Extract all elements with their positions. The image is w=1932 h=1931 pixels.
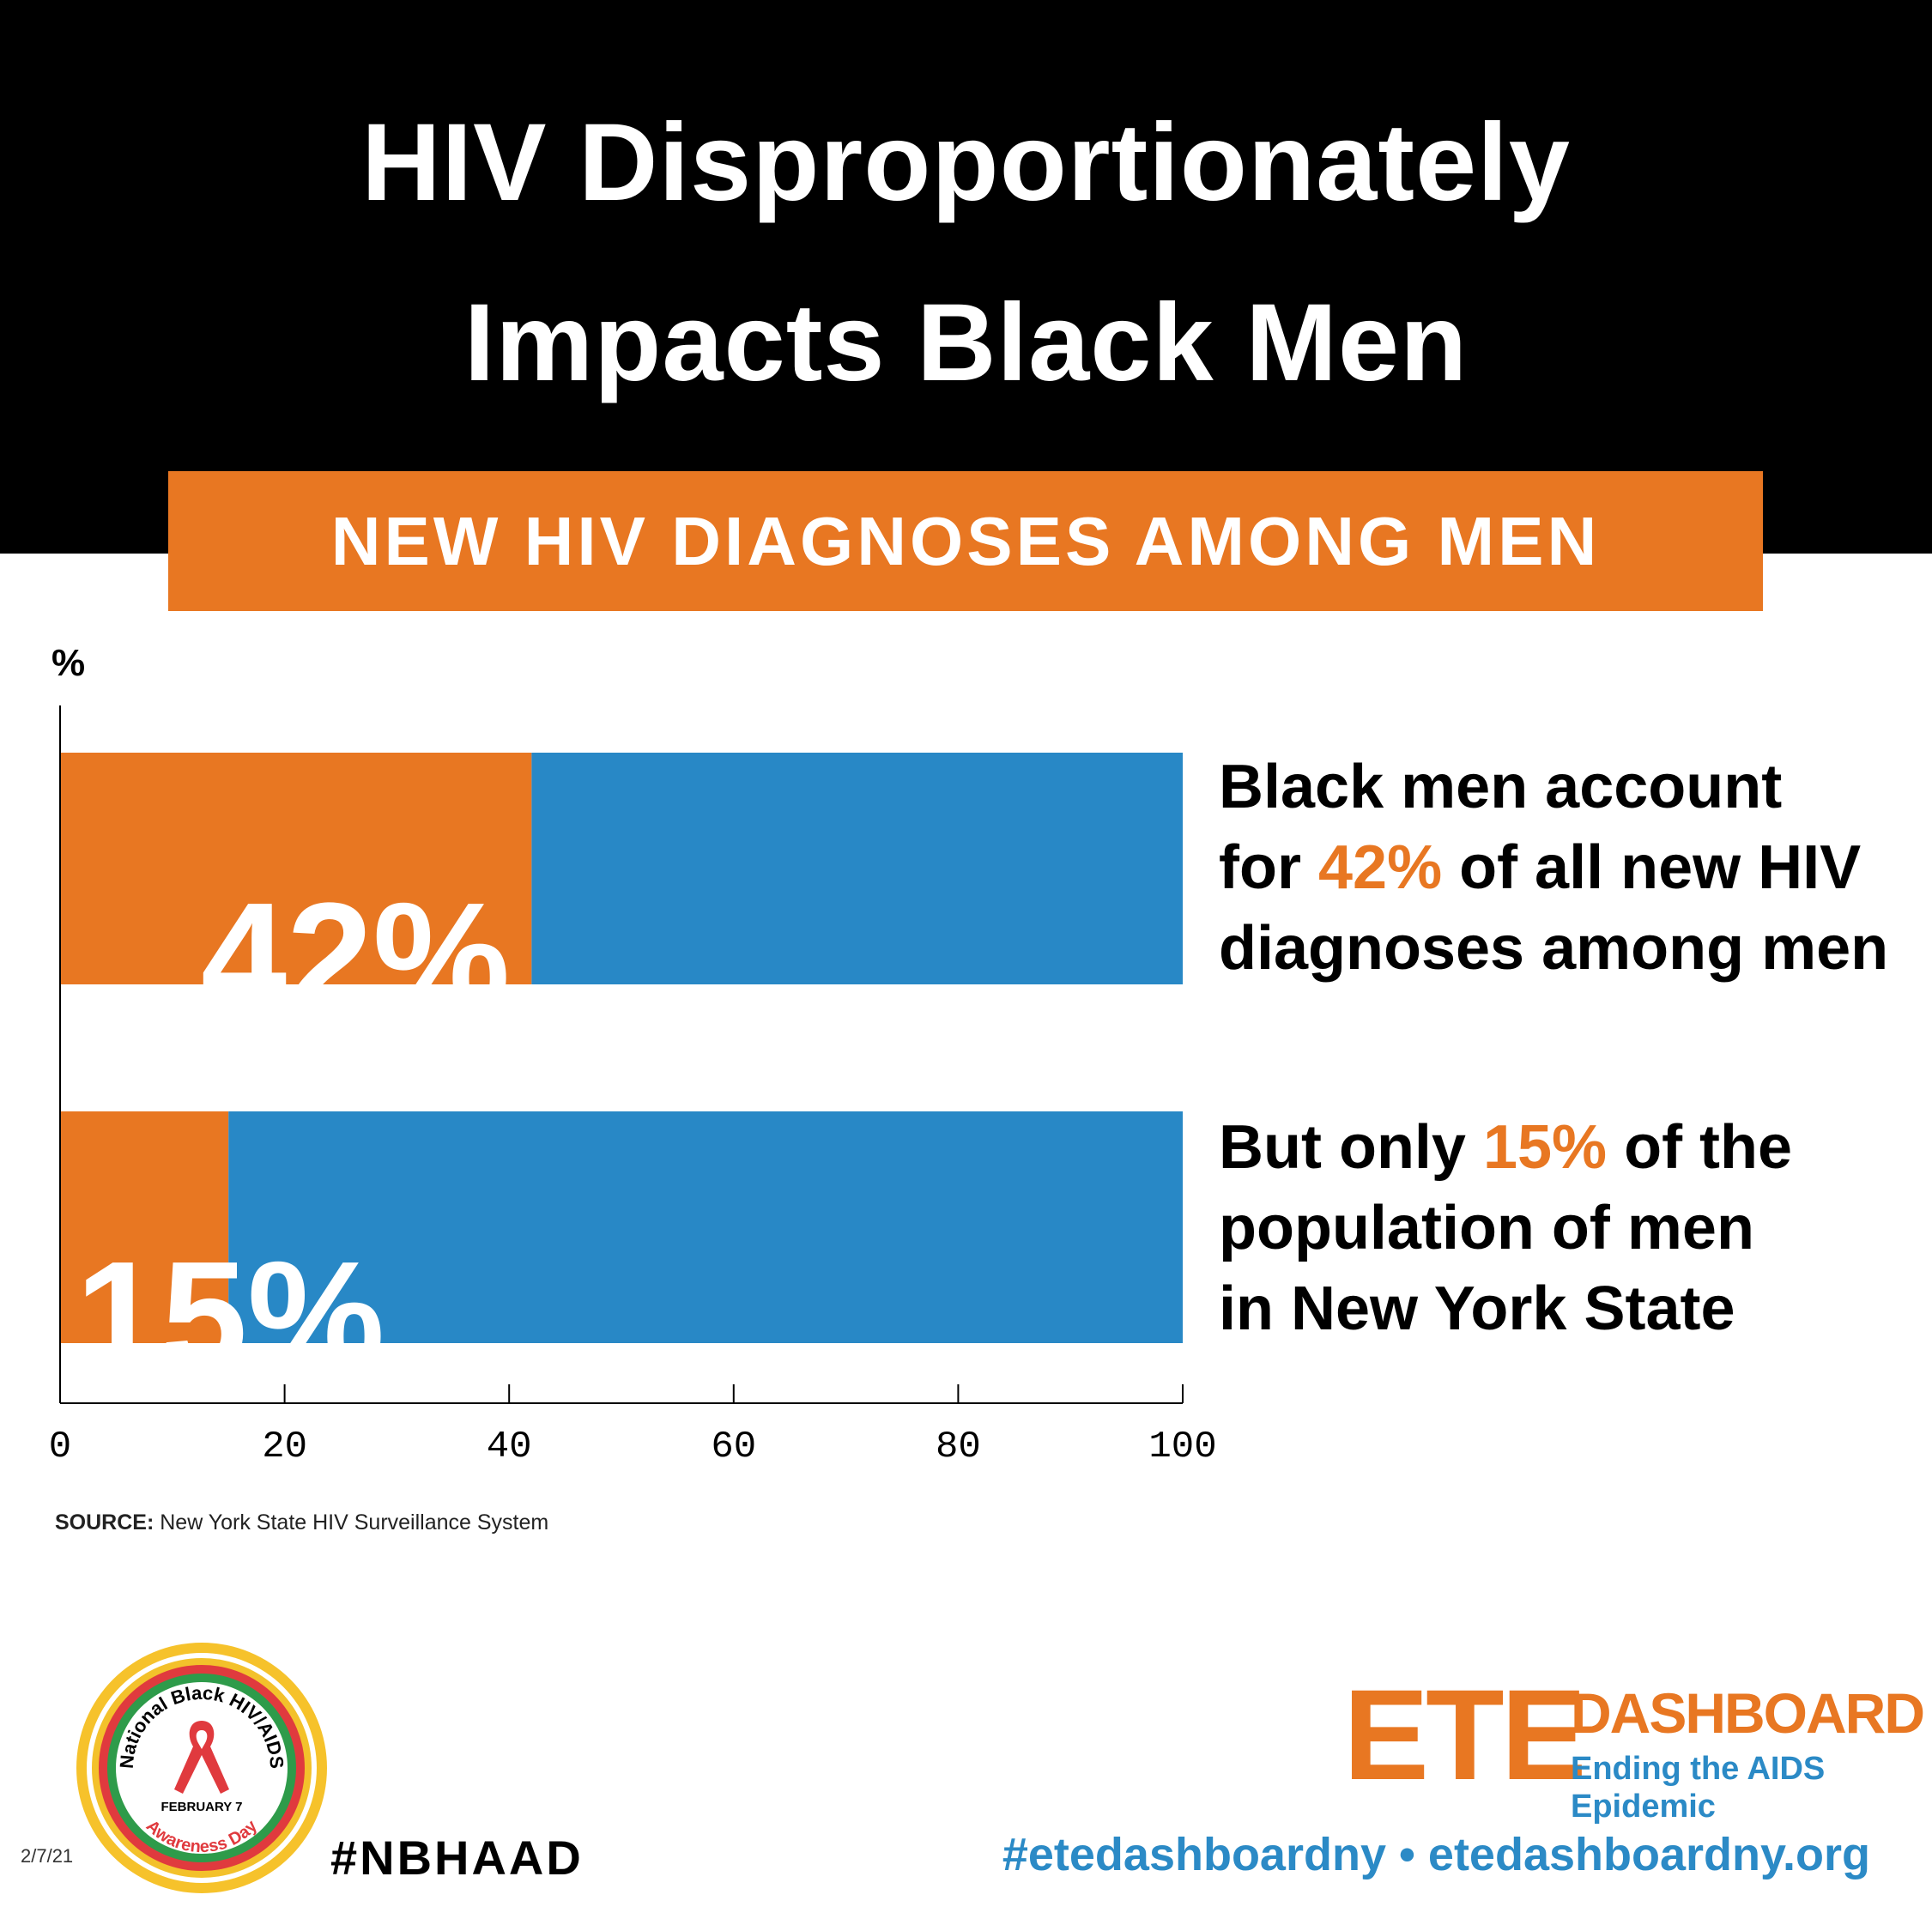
annotation-2-highlight: 15% bbox=[1482, 1113, 1608, 1182]
bar-2-data-label: 15% bbox=[76, 1230, 385, 1402]
annotation-2: But only 15% of the population of men in… bbox=[1219, 1107, 1923, 1349]
bar-chart: 42% 15%0 20 40 60 80 100 bbox=[49, 705, 1217, 1468]
x-tick-label-100: 100 bbox=[1148, 1426, 1216, 1468]
footer-hashtag-link[interactable]: #etedashboardny bbox=[1002, 1829, 1386, 1880]
logo-letters: ETE bbox=[1343, 1662, 1587, 1807]
date-stamp: 2/7/21 bbox=[21, 1845, 74, 1867]
x-tick-label-80: 80 bbox=[936, 1426, 981, 1468]
bar-2-segment-1 bbox=[60, 1111, 229, 1343]
awareness-ribbon-icon bbox=[174, 1721, 229, 1794]
nbhaad-badge: National Black HIV/AIDS FEBRUARY 7 Aware… bbox=[76, 1643, 327, 1893]
bar-1-segment-2 bbox=[531, 753, 1183, 984]
annotation-2-post: of the population of men in New York Sta… bbox=[1219, 1113, 1793, 1343]
source-note: SOURCE: New York State HIV Surveillance … bbox=[55, 1510, 548, 1535]
annotation-1-post: of all new HIV diagnoses among men bbox=[1219, 833, 1889, 983]
x-tick-label-40: 40 bbox=[487, 1426, 532, 1468]
bar-1-data-label: 42% bbox=[201, 871, 510, 1044]
x-tick-label-60: 60 bbox=[711, 1426, 756, 1468]
badge-date-text: FEBRUARY 7 bbox=[160, 1800, 242, 1814]
nbhaad-hashtag: #NBHAAD bbox=[330, 1831, 584, 1885]
title-line-2: Impacts Black Men bbox=[463, 281, 1469, 404]
logo-tagline: Ending the AIDS Epidemic bbox=[1571, 1751, 1826, 1825]
page-title: HIV Disproportionately Impacts Black Men bbox=[0, 73, 1932, 433]
subtitle-banner: NEW HIV DIAGNOSES AMONG MEN bbox=[168, 471, 1763, 611]
annotation-1: Black men account for 42% of all new HIV… bbox=[1219, 747, 1923, 989]
subtitle: NEW HIV DIAGNOSES AMONG MEN bbox=[330, 502, 1601, 579]
header-band bbox=[0, 0, 1932, 554]
source-text: New York State HIV Surveillance System bbox=[160, 1510, 549, 1535]
x-tick-label-20: 20 bbox=[262, 1426, 307, 1468]
ete-dashboard-logo: ETE DASHBOARD Ending the AIDS Epidemic bbox=[1343, 1666, 1925, 1825]
title-line-1: HIV Disproportionately bbox=[361, 101, 1571, 224]
axis-unit-label: % bbox=[51, 642, 86, 684]
footer-links: #etedashboardny • etedashboardny.org bbox=[1002, 1828, 1870, 1881]
x-tick-label-0: 0 bbox=[49, 1426, 71, 1468]
annotation-2-pre: But only bbox=[1219, 1113, 1483, 1182]
logo-word: DASHBOARD bbox=[1571, 1681, 1925, 1745]
annotation-1-pre: Black men account for bbox=[1219, 753, 1783, 902]
source-label: SOURCE: bbox=[55, 1510, 154, 1535]
bar-2-segment-2 bbox=[228, 1111, 1184, 1343]
footer-url-link[interactable]: etedashboardny.org bbox=[1427, 1829, 1870, 1880]
bar-1-segment-1 bbox=[60, 753, 532, 984]
footer-separator: • bbox=[1385, 1829, 1428, 1880]
annotation-1-highlight: 42% bbox=[1317, 833, 1443, 902]
